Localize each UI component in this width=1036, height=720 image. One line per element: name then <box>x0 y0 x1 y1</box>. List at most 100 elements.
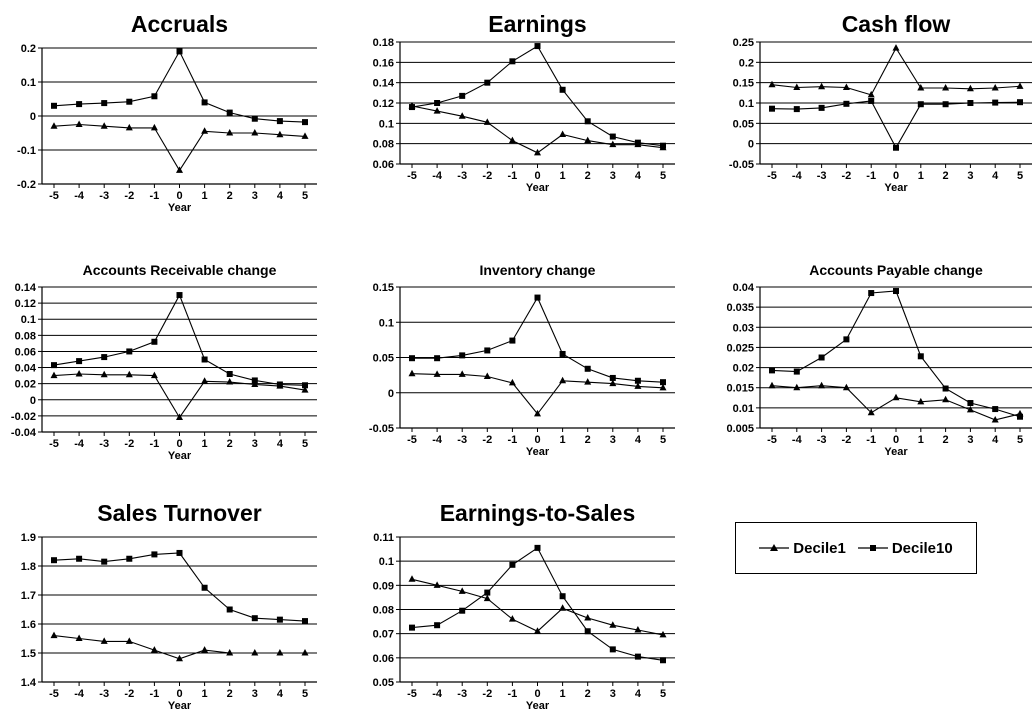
x-tick-label: 2 <box>227 688 233 700</box>
x-tick-label: 5 <box>1017 434 1023 446</box>
point-decile1 <box>584 613 592 621</box>
point-decile1 <box>125 370 133 378</box>
series-line-decile10 <box>412 296 664 383</box>
point-decile10 <box>509 337 516 344</box>
y-tick-label: 0.1 <box>379 118 394 130</box>
x-tick-label: 4 <box>992 170 999 182</box>
chart-title: Accruals <box>131 11 228 37</box>
point-decile10 <box>634 377 641 384</box>
point-decile1 <box>966 405 974 413</box>
point-decile10 <box>126 348 133 355</box>
y-tick-label: 0.14 <box>15 282 37 294</box>
y-tick-label: 0.2 <box>21 43 36 55</box>
point-decile1 <box>125 123 133 131</box>
point-decile1 <box>768 381 776 389</box>
y-tick-label: 0.11 <box>373 532 394 544</box>
x-tick-label: -2 <box>124 688 134 700</box>
point-decile1 <box>301 649 309 656</box>
point-decile10 <box>302 382 308 389</box>
chart-title: Accounts Payable change <box>809 262 983 278</box>
x-tick-label: 1 <box>202 688 208 700</box>
x-tick-label: 4 <box>635 434 642 446</box>
point-decile10 <box>176 48 183 55</box>
y-tick-label: 0 <box>388 388 394 400</box>
point-decile10 <box>409 104 415 111</box>
point-decile1 <box>150 371 158 379</box>
x-tick-label: -4 <box>432 170 443 182</box>
x-axis-label: Year <box>526 700 550 712</box>
y-tick-label: 0.07 <box>373 629 394 641</box>
point-decile10 <box>1017 99 1023 106</box>
y-tick-label: 0.12 <box>373 98 394 110</box>
point-decile10 <box>76 358 83 365</box>
point-decile1 <box>176 413 183 420</box>
legend-label-decile10: Decile10 <box>891 539 953 557</box>
y-tick-label: 0.05 <box>373 677 394 689</box>
point-decile10 <box>276 381 283 388</box>
point-decile10 <box>484 589 491 596</box>
y-tick-label: 0.06 <box>373 159 394 171</box>
x-tick-label: 2 <box>585 688 591 700</box>
y-tick-label: 0.08 <box>15 330 36 342</box>
point-decile10 <box>793 368 800 375</box>
x-tick-label: 3 <box>252 190 258 202</box>
point-decile1 <box>201 377 209 384</box>
y-tick-label: 0.025 <box>726 342 754 354</box>
y-tick-label: -0.04 <box>11 427 37 439</box>
x-axis-label: Year <box>884 182 908 194</box>
point-decile10 <box>509 561 516 568</box>
x-tick-label: 2 <box>943 434 949 446</box>
point-decile10 <box>769 105 775 112</box>
point-decile10 <box>868 97 875 104</box>
y-tick-label: -0.05 <box>369 423 394 435</box>
point-decile10 <box>609 374 616 381</box>
point-decile10 <box>942 385 949 392</box>
x-tick-label: 5 <box>660 688 666 700</box>
x-tick-label: -2 <box>842 434 852 446</box>
y-tick-label: 0.08 <box>373 605 394 617</box>
chart-title: Inventory change <box>480 262 596 278</box>
point-decile1 <box>433 107 441 114</box>
x-tick-label: -3 <box>817 170 827 182</box>
x-tick-label: 1 <box>560 434 566 446</box>
x-tick-label: 5 <box>302 190 308 202</box>
point-decile1 <box>842 83 850 91</box>
y-tick-label: 0.25 <box>733 37 754 49</box>
point-decile10 <box>459 607 466 614</box>
y-tick-label: 0.04 <box>15 363 37 375</box>
x-tick-label: -3 <box>99 438 109 450</box>
y-tick-label: -0.1 <box>17 145 36 157</box>
y-tick-label: 0.08 <box>373 139 394 151</box>
point-decile1 <box>301 386 309 393</box>
point-decile1 <box>75 370 83 377</box>
y-tick-label: 0.005 <box>726 423 754 435</box>
point-decile10 <box>584 365 591 372</box>
point-decile1 <box>634 382 642 389</box>
point-decile1 <box>301 132 309 139</box>
series-line-decile10 <box>411 547 664 661</box>
triangle-marker-icon <box>759 544 790 551</box>
point-decile10 <box>634 653 641 660</box>
x-tick-label: 1 <box>560 170 566 182</box>
y-tick-label: 0.14 <box>373 78 395 90</box>
x-tick-label: -3 <box>457 170 467 182</box>
x-tick-label: 1 <box>560 688 566 700</box>
point-decile1 <box>150 646 158 653</box>
point-decile10 <box>434 622 441 629</box>
chart-title: Accounts Receivable change <box>83 262 277 278</box>
legend-item-decile10: Decile10 <box>857 539 953 557</box>
point-decile10 <box>101 354 108 361</box>
point-decile10 <box>917 353 924 360</box>
point-decile1 <box>75 634 83 641</box>
point-decile10 <box>201 584 208 591</box>
point-decile1 <box>991 415 999 423</box>
point-decile1 <box>508 615 516 622</box>
point-decile10 <box>302 119 308 126</box>
point-decile1 <box>75 120 83 127</box>
point-decile10 <box>151 338 158 345</box>
x-tick-label: 0 <box>176 190 182 202</box>
x-tick-label: -5 <box>407 688 417 700</box>
y-tick-label: 0.1 <box>379 317 394 329</box>
point-decile1 <box>818 82 826 90</box>
